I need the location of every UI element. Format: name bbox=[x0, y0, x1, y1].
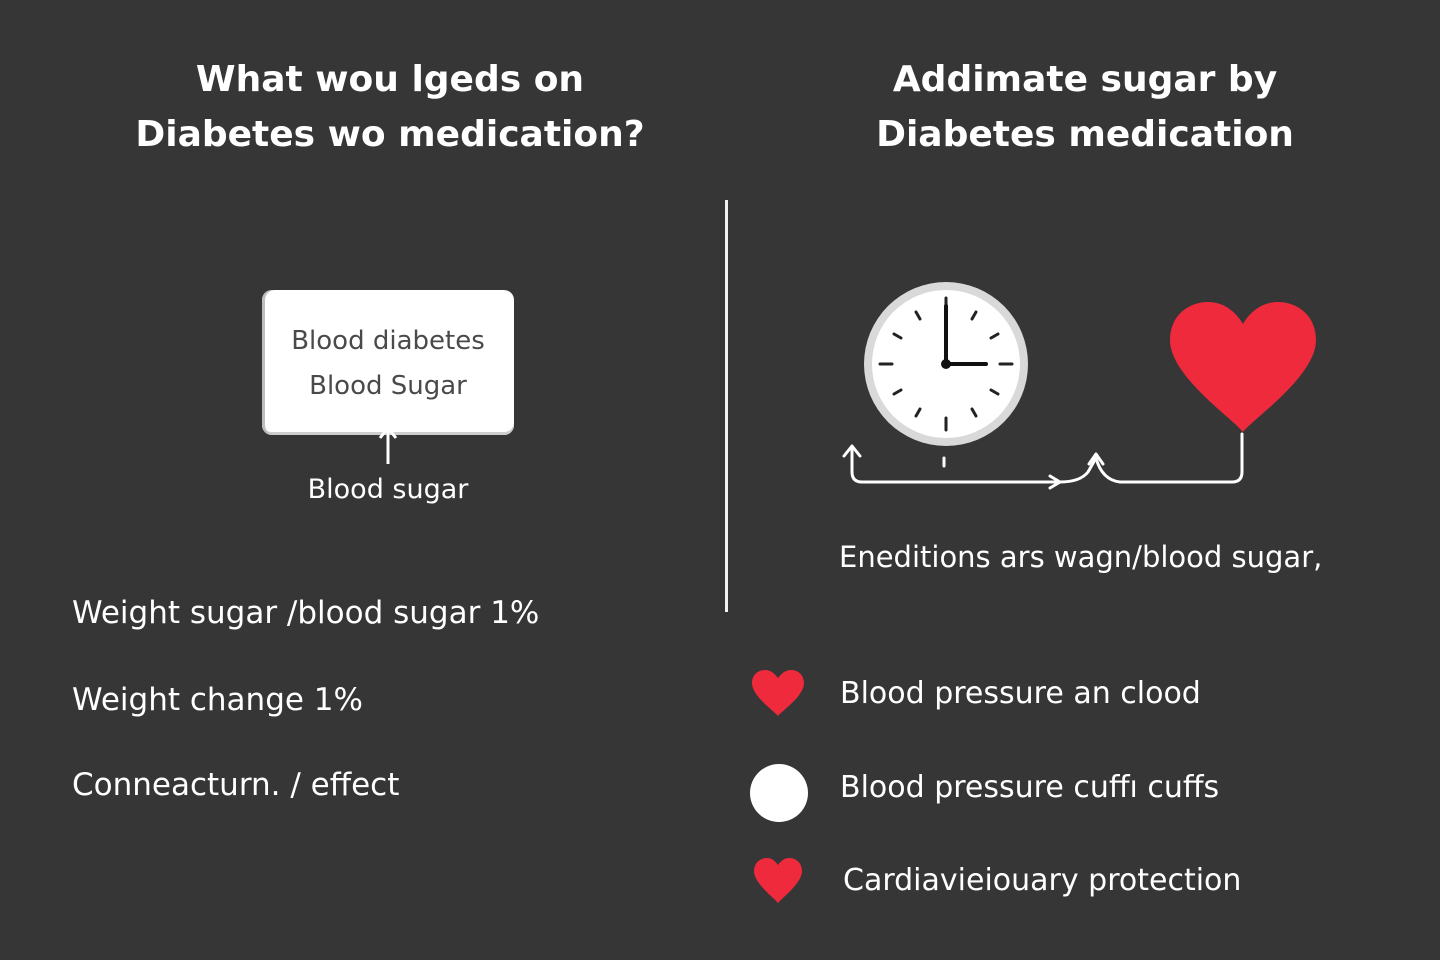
stat-line-2: Weight change 1% bbox=[72, 682, 363, 718]
heart-icon bbox=[1170, 302, 1316, 432]
panel-divider bbox=[725, 200, 728, 612]
left-title-line-1: What wou lgeds on bbox=[195, 59, 585, 100]
box-line-2: Blood Sugar bbox=[309, 371, 467, 401]
heart-icon bbox=[754, 858, 802, 903]
circle-icon bbox=[750, 764, 808, 822]
right-title-line-2: Diabetes medication bbox=[876, 114, 1294, 155]
stat-line-3: Conneacturn. / effect bbox=[72, 767, 400, 803]
legend-label-2: Blood pressure cuffı cuffs bbox=[840, 770, 1220, 805]
left-panel-title: What wou lgeds on Diabetes wo medication… bbox=[90, 52, 690, 162]
right-panel-title: Addimate sugar by Diabetes medication bbox=[790, 52, 1380, 162]
clock-icon bbox=[864, 282, 1028, 446]
stat-line-1: Weight sugar /blood sugar 1% bbox=[72, 595, 540, 631]
up-arrow-icon bbox=[378, 426, 398, 464]
box-line-1: Blood diabetes bbox=[291, 326, 485, 356]
legend-label-1: Blood pressure an clood bbox=[840, 676, 1201, 711]
flow-connector bbox=[842, 432, 1244, 490]
blood-sugar-box: Blood diabetes Blood Sugar bbox=[262, 290, 514, 435]
box-caption: Blood sugar bbox=[307, 474, 469, 505]
legend-label-3: Cardiavieiouary protection bbox=[843, 863, 1242, 898]
right-caption: Eneditions ars wagn/blood sugar, bbox=[839, 540, 1323, 574]
left-title-line-2: Diabetes wo medication? bbox=[135, 114, 645, 155]
right-title-line-1: Addimate sugar by bbox=[892, 59, 1278, 100]
heart-icon bbox=[752, 670, 804, 716]
